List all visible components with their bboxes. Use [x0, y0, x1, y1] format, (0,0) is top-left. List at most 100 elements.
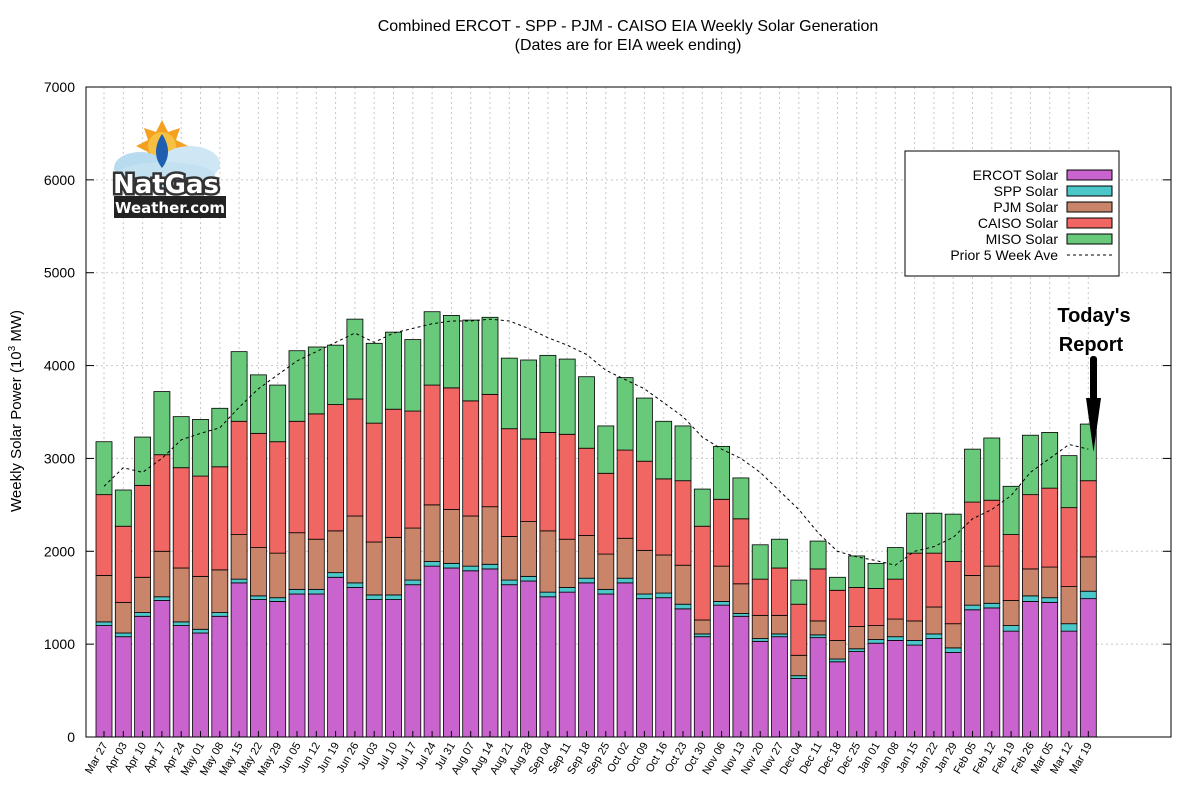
bar-segment [172, 621, 190, 626]
bar-segment [1022, 434, 1039, 496]
bar-segment [153, 550, 171, 598]
bar-segment [249, 374, 267, 434]
bar-segment [771, 538, 788, 569]
bar-segment [95, 441, 113, 496]
bar-segment [134, 615, 152, 738]
bar-segment [365, 342, 383, 424]
bar-segment [404, 579, 422, 586]
bar-stack [423, 311, 441, 738]
bar-segment [1041, 566, 1059, 599]
bar-segment [925, 633, 943, 639]
bar-segment [365, 599, 383, 738]
bar-segment [192, 628, 209, 634]
y-tick-label: 3000 [44, 450, 75, 466]
bar-segment [848, 555, 866, 588]
bar-stack [172, 416, 190, 738]
bar-segment [211, 407, 229, 468]
logo-text-natgas: NatGas [113, 170, 219, 200]
bar-segment [230, 420, 248, 535]
plot-frame [85, 86, 1172, 738]
bar-stack [1022, 434, 1039, 738]
bar-segment [1002, 600, 1020, 626]
bar-segment [269, 384, 287, 443]
bar-stack [578, 376, 595, 738]
bar-stack [732, 477, 750, 738]
bar-segment [365, 594, 383, 600]
bar-segment [848, 648, 866, 652]
bar-segment [1060, 455, 1078, 509]
down-arrow-icon [1086, 356, 1101, 452]
bar-segment [114, 601, 132, 634]
bar-segment [385, 536, 402, 596]
bar-segment [442, 562, 460, 569]
bar-segment [597, 472, 615, 555]
bar-segment [462, 319, 480, 402]
bar-stack [771, 538, 788, 738]
natgas-weather-logo: NatGas Weather.com [110, 120, 226, 218]
bar-segment [134, 612, 152, 617]
bar-segment [481, 563, 499, 570]
bar-segment [327, 572, 345, 578]
bar-segment [481, 393, 499, 508]
legend-label: MISO Solar [986, 231, 1059, 247]
bar-segment [327, 576, 345, 738]
bar-segment [211, 615, 229, 738]
bar-stack [539, 354, 557, 738]
bar-segment [964, 575, 981, 606]
bar-segment [674, 564, 692, 605]
average-line [103, 318, 1089, 566]
bar-segment [1079, 590, 1097, 600]
bar-stack [1060, 455, 1078, 738]
bar-segment [925, 606, 943, 635]
bar-segment [462, 570, 480, 738]
flame-icon [156, 134, 168, 168]
bar-stack [211, 407, 229, 738]
bar-segment [114, 632, 132, 638]
bar-stack [597, 425, 615, 738]
bar-segment [616, 582, 634, 738]
bar-segment [558, 358, 576, 435]
bar-stack [346, 318, 364, 738]
bar-segment [809, 634, 827, 639]
bar-segment [636, 397, 653, 462]
bar-segment [1060, 586, 1078, 625]
bar-segment [906, 552, 923, 622]
bar-segment [539, 530, 557, 593]
bar-segment [732, 615, 750, 738]
bar-stack [983, 437, 1001, 738]
bar-segment [230, 534, 248, 580]
bar-segment [134, 484, 152, 578]
bar-stack [558, 358, 576, 738]
legend-label: Prior 5 Week Ave [950, 247, 1058, 263]
bar-segment [771, 633, 788, 638]
legend-swatch [1066, 233, 1113, 245]
bar-stack [365, 342, 383, 738]
bar-segment [867, 642, 885, 738]
bar-segment [385, 594, 402, 600]
bar-segment [558, 591, 576, 738]
bar-stack [481, 316, 499, 738]
bar-segment [751, 638, 769, 642]
bar-segment [539, 354, 557, 433]
logo-text-weather: Weather.com [115, 199, 225, 217]
bar-segment [95, 494, 113, 576]
bar-segment [771, 636, 788, 738]
legend-swatch [1066, 185, 1113, 197]
bar-segment [307, 593, 325, 738]
bar-segment [462, 565, 480, 572]
bar-segment [983, 565, 1001, 604]
chart-title: Combined ERCOT - SPP - PJM - CAISO EIA W… [378, 18, 879, 35]
bar-segment [1041, 487, 1059, 568]
bar-stack [404, 339, 422, 738]
bar-segment [809, 568, 827, 622]
bar-segment [751, 578, 769, 616]
bar-stack [867, 562, 885, 738]
bar-segment [346, 582, 364, 588]
bar-segment [423, 565, 441, 738]
annotation-line2: Report [1059, 334, 1124, 356]
bar-segment [114, 525, 132, 603]
bar-segment [1060, 630, 1078, 738]
bar-segment [693, 636, 711, 738]
bar-stack [906, 512, 923, 738]
y-tick-label: 0 [67, 729, 75, 745]
